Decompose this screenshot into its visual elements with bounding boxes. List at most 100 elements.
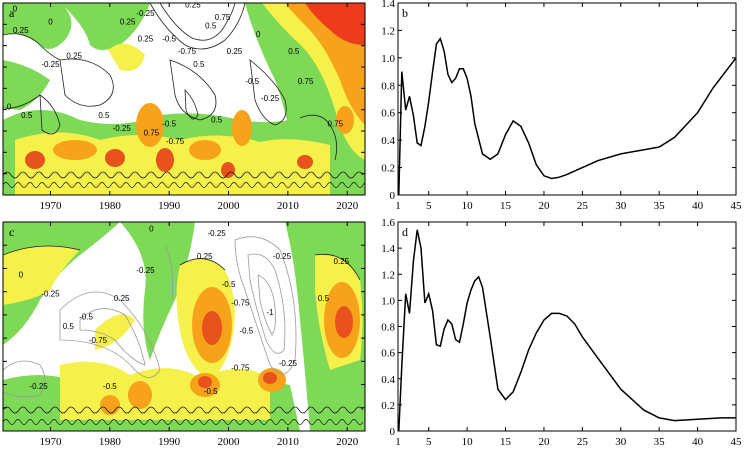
panel-a-contour-label: 0.5 [193,60,205,69]
panel-b-y-tick-label: 0.4 [381,135,395,147]
panel-c-y-tick-label: 40 [0,240,1,252]
panel-a-contour-label: -0.75 [166,137,185,146]
panel-c-contour-labels: 0 -0.25 0.5 -0.5 -0.75 0.25 -0.25 0 0.25 -0.25 -0.… [19,224,350,396]
panel-a-contour-line-9 [3,94,41,109]
panel-c-blob-red-2 [335,306,353,338]
panel-c-x-tick-label: 2000 [218,436,241,448]
panel-a-contour-line-10 [299,114,338,161]
panel-b-x-tick-label: 25 [577,200,589,212]
panel-c-axes: 0 5 10 15 20 25 30 35 40 45 1970 1980 1990 2000 2010 20… [0,217,365,448]
panel-c-fine-scale-row-1 [3,406,364,414]
panel-c-contour-label: -0.5 [204,387,218,396]
panel-a-blob-orange-1 [136,103,164,147]
panel-a-blob-orange-2 [232,110,252,146]
panel-b-y-tick-label: 1.4 [381,0,395,10]
panel-c-x-tick-label: 1970 [39,436,62,448]
panel-a-blob-red-2 [156,148,174,172]
panel-d-x-tick-label: 20 [538,436,550,448]
panel-a-y-tick-label: 35 [0,41,1,53]
panel-a-region-yellow-lobe [108,43,145,71]
panel-a-axes: 0 5 10 15 20 25 30 35 40 45 1970 1980 1990 2000 2010 20… [0,0,365,212]
panel-a-contour-label: 0.5 [21,111,33,120]
panel-c-contour-label: 0.5 [318,294,330,303]
panel-a-contour-label: -0.25 [261,94,280,103]
panel-c-negative-contour-line-6 [3,360,46,398]
panel-c-region-yellow-streak [95,314,135,350]
panel-c-contour-label: 0.25 [197,252,213,261]
panel-a-contour-line-4 [169,59,217,121]
panel-c-y-tick-label: 15 [0,356,1,368]
panel-c-positive-contour-lines [3,245,361,281]
panel-c-contour-label: -0.5 [222,280,236,289]
panel-d-x-tick-label: 25 [577,436,589,448]
panel-c-negative-contour-line-5 [257,274,276,336]
panel-b-x-tick-label: 35 [654,200,666,212]
panel-c-y-tick-label: 45 [0,217,1,229]
panel-a-contour-label: 0.25 [138,34,154,43]
panel-b-y-tick-label: 0.8 [381,80,395,92]
panel-c-positive-contour-line-2 [314,253,361,281]
panel-c-blob-orange-6 [100,395,120,415]
panel-b-y-tick-label: 0.2 [381,163,395,175]
panel-d-y-tick-label: 0.2 [381,400,395,412]
panel-d-x-tick-label: 30 [615,436,627,448]
panel-b-x-tick-label: 10 [462,200,474,212]
panel-a-contour-label: 0 [48,17,53,26]
panel-a-contour-line-6 [39,94,61,135]
panel-c-contour-label: 0.25 [333,257,349,266]
panel-b-frame [397,2,737,196]
panel-c-negative-contour-line-1 [59,291,161,378]
panel-a-blob-orange-5 [189,140,221,160]
panel-a-contour-label: -0.5 [162,120,176,129]
panel-a-contour-label: -0.25 [41,60,60,69]
panel-a-contour-label: 0.5 [205,22,217,31]
panel-a-fine-scale-noise [3,171,365,188]
panel-d-x-tick-label: 15 [500,436,512,448]
panel-a-contour-lines [3,3,338,161]
panel-a-blob-red-5 [297,155,313,169]
panel-a-y-tick-label: 40 [0,19,1,31]
panel-a-contour-line-3 [59,58,114,107]
panel-d-x-tick-label: 5 [426,436,432,448]
panel-b-y-tick-label: 0.6 [381,108,395,120]
panel-a-contours: 00.2500.250.250.50.750.25-0.25-0.250.25-… [3,3,365,195]
panel-b-axes: 00.20.40.60.81.01.21.41 5 10 15 20 25 30 35 40 45 [381,0,742,212]
panel-d-axes: 00.20.40.60.81.01.21.41.61 5 10 15 20 25 30 35 4… [381,217,742,448]
panel-c-x-tick-label: 2010 [277,436,300,448]
panel-d-y-tick-label: 1.0 [381,295,395,307]
panel-c-contour-label: -0.25 [208,229,227,238]
panel-c-y-tick-label: 5 [0,403,1,415]
panel-c-y-tick-label: 10 [0,380,1,392]
panel-b-y-tick-label: 0 [390,190,396,202]
panel-a-contour-labels: 00.2500.250.250.50.750.25-0.25-0.250.25-… [7,3,344,146]
panel-d-y-tick-label: 0 [390,426,396,438]
panel-c-negative-contour-line-7 [164,244,174,301]
panel-c-fine-scale-noise [3,406,364,425]
panel-a-contour-label: 0.5 [98,111,110,120]
panel-c-contour-label: -0.75 [89,336,108,345]
panel-c-x-tick-label: 1980 [99,436,122,448]
panel-a-contour-label: 0.5 [211,115,223,124]
panel-a-blob-orange-4 [53,140,97,160]
panel-d-y-tick-label: 0.8 [381,322,395,334]
panel-c-contour-label: 0.25 [114,294,130,303]
panel-b-x-tick-label: 15 [500,200,512,212]
panel-c-contour-label: -0.5 [239,326,253,335]
panel-c-contour-label: -0.75 [231,364,250,373]
panel-a-blob-red-3 [221,162,235,178]
panel-a-x-tick-label: 2000 [218,200,241,212]
panel-d-series-line [398,229,736,432]
panel-c-contour-label: -0.25 [41,289,60,298]
panel-b-y-tick-label: 1.0 [381,53,395,65]
panel-a-region-red-top [305,3,365,45]
panel-c-contour-label: 0.5 [63,322,75,331]
panel-c-contour-label: -0.5 [79,313,93,322]
panel-c-contour-label: -1 [266,308,274,317]
panel-a-blob-red-4 [25,151,45,169]
panel-c-negative-contour-line-2 [79,308,146,366]
panel-d-y-tick-label: 1.6 [381,217,395,229]
panel-a-region-top [60,3,150,50]
panel-a-region-upper-left [3,60,50,110]
panel-a-blob-orange-3 [336,106,354,134]
panel-a-y-tick-label: 15 [0,126,1,138]
